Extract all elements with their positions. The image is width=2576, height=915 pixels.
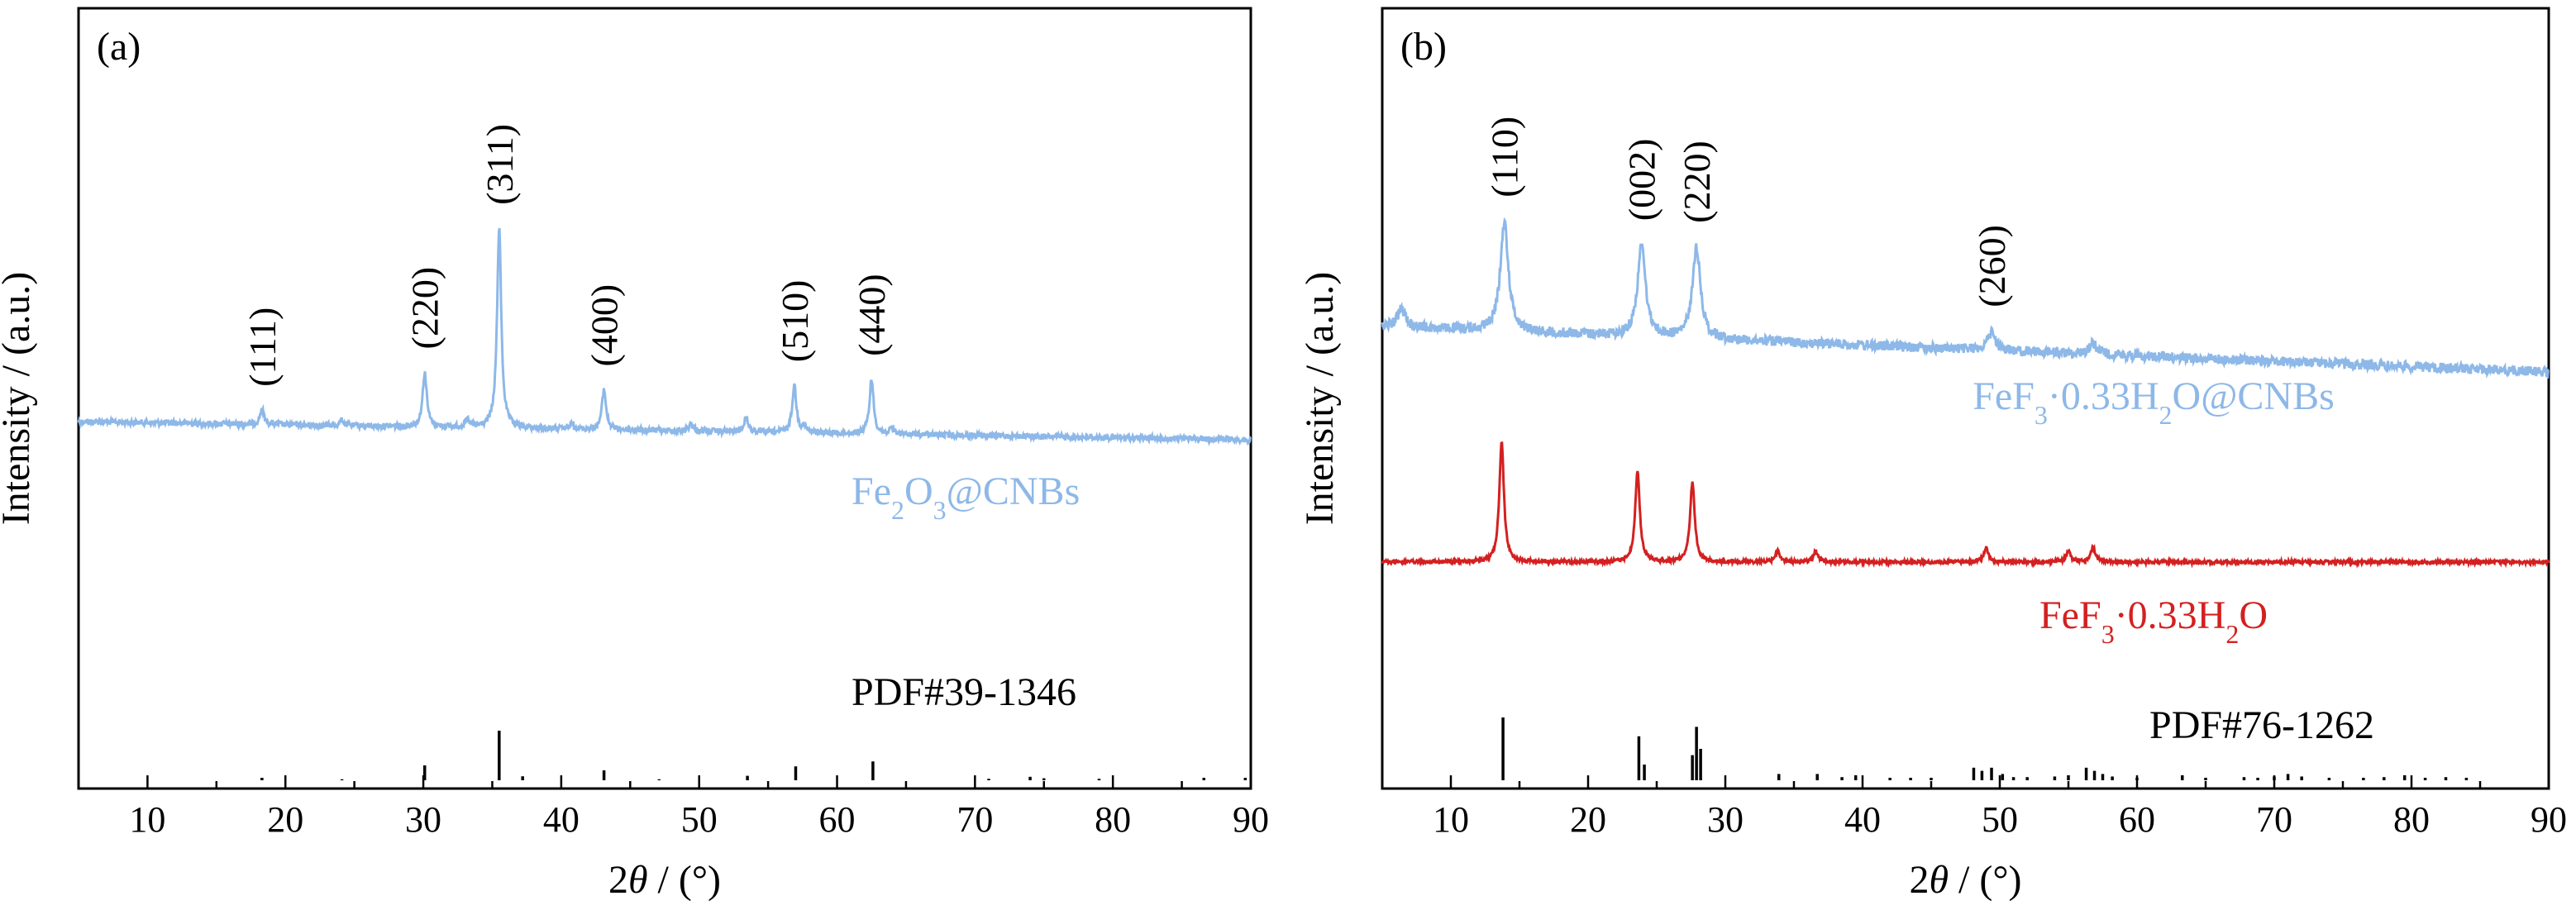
x-tick-label: 20 — [1570, 799, 1606, 840]
peak-label: (440) — [851, 274, 893, 356]
y-axis-label: Intensity / (a.u.) — [1298, 272, 1342, 526]
series-line — [77, 227, 1252, 447]
x-tick-label: 50 — [1982, 799, 2018, 840]
plot-frame — [1381, 7, 2550, 790]
x-tick-label: 10 — [1433, 799, 1469, 840]
panel-label: (a) — [97, 25, 141, 69]
series-label: Fe2O3@CNBs — [852, 469, 1080, 525]
y-axis-label: Intensity / (a.u.) — [0, 272, 38, 526]
x-tick-label: 70 — [2256, 799, 2292, 840]
x-axis-label: 2θ / (°) — [1909, 858, 2021, 902]
peak-label: (260) — [1971, 225, 2013, 307]
chart-panel-a: 10 20 30 40 50 60 70 80 90 2θ / (°) Intensity / (a… — [0, 7, 1269, 902]
series-label: FeF3·0.33H2O@CNBs — [1973, 374, 2335, 430]
x-tick-label: 20 — [267, 799, 303, 840]
plot-frame — [77, 7, 1252, 790]
peak-label: (510) — [774, 280, 816, 363]
peak-label: (110) — [1484, 117, 1526, 198]
x-tick-label: 60 — [2119, 799, 2155, 840]
peak-label: (220) — [404, 267, 446, 350]
x-tick-label: 60 — [819, 799, 856, 840]
reference-label: PDF#76-1262 — [2149, 703, 2374, 747]
panel-label: (b) — [1400, 25, 1447, 69]
series-line — [1381, 217, 2550, 379]
peak-label: (111) — [241, 307, 284, 387]
x-tick-label: 50 — [681, 799, 718, 840]
x-tick-label: 70 — [956, 799, 993, 840]
chart-panel-b: 10 20 30 40 50 60 70 80 90 2θ / (°) Intensity / (a… — [1298, 7, 2567, 902]
peak-label: (002) — [1621, 139, 1663, 222]
x-tick-label: 40 — [543, 799, 580, 840]
x-tick-label: 30 — [1707, 799, 1744, 840]
reference-label: PDF#39-1346 — [852, 670, 1076, 714]
peak-label: (220) — [1676, 141, 1718, 223]
x-tick-label: 40 — [1844, 799, 1881, 840]
x-axis-label: 2θ / (°) — [608, 858, 721, 902]
peak-label: (400) — [584, 284, 626, 367]
x-tick-label: 80 — [2393, 799, 2430, 840]
series-label: FeF3·0.33H2O — [2039, 593, 2268, 649]
x-tick-label: 30 — [405, 799, 441, 840]
x-tick-label: 80 — [1095, 799, 1131, 840]
x-tick-label: 10 — [129, 799, 165, 840]
peak-label: (311) — [479, 124, 521, 205]
x-tick-label: 90 — [1233, 799, 1269, 840]
series-line — [1381, 441, 2550, 569]
x-tick-label: 90 — [2531, 799, 2567, 840]
